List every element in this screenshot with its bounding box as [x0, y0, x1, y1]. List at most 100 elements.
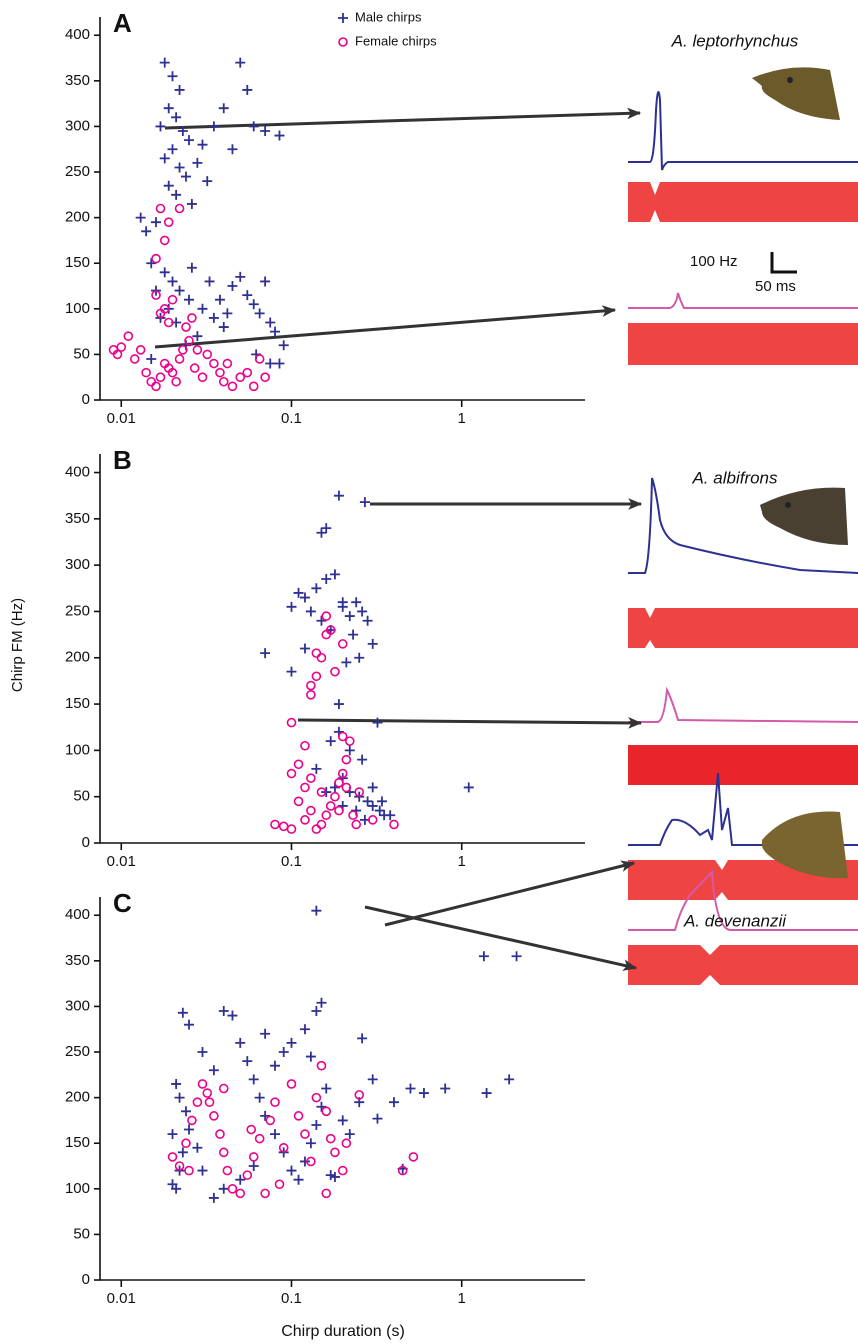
- panel-label: C: [113, 888, 132, 918]
- species-name: A. devenanzii: [683, 911, 787, 930]
- marker-plus: [167, 71, 178, 82]
- axes: [99, 897, 585, 1281]
- y-tick-label: 150: [65, 254, 90, 271]
- y-tick-label: 100: [65, 1180, 90, 1197]
- marker-circle: [227, 1184, 238, 1194]
- marker-circle: [218, 376, 229, 387]
- marker-plus: [316, 615, 327, 626]
- marker-circle: [341, 1138, 352, 1149]
- y-tick-label: 350: [65, 72, 90, 89]
- marker-circle: [155, 203, 166, 214]
- marker-circle: [367, 815, 378, 825]
- marker-plus: [186, 198, 197, 209]
- marker-plus: [286, 666, 297, 677]
- marker-plus: [180, 171, 191, 182]
- marker-plus: [367, 800, 378, 811]
- marker-plus: [299, 1024, 310, 1035]
- marker-circle: [167, 1152, 178, 1162]
- marker-plus: [151, 217, 162, 228]
- marker-plus: [316, 527, 327, 538]
- marker-circle: [181, 322, 191, 332]
- marker-plus: [388, 1097, 399, 1108]
- marker-plus: [274, 130, 285, 141]
- marker-circle: [235, 1188, 246, 1199]
- marker-circle: [306, 805, 316, 816]
- marker-circle: [146, 376, 157, 387]
- marker-plus: [316, 997, 327, 1008]
- y-tick-label: 200: [65, 1089, 90, 1106]
- marker-circle: [248, 381, 259, 392]
- marker-plus: [248, 1161, 259, 1172]
- marker-plus: [214, 294, 225, 305]
- marker-plus: [260, 1028, 271, 1039]
- marker-plus: [180, 1106, 191, 1117]
- marker-circle: [337, 768, 348, 779]
- marker-plus: [192, 1142, 203, 1153]
- marker-plus: [311, 763, 322, 774]
- marker-plus: [354, 652, 365, 663]
- marker-circle: [354, 1090, 365, 1100]
- marker-circle: [300, 782, 310, 793]
- marker-plus: [177, 1007, 188, 1018]
- marker-plus: [235, 1037, 246, 1048]
- marker-circle: [116, 342, 127, 352]
- marker-plus: [208, 1065, 219, 1076]
- marker-circle: [337, 731, 348, 742]
- panel-label: B: [113, 445, 132, 475]
- marker-plus: [367, 638, 378, 649]
- marker-circle: [316, 787, 327, 797]
- marker-circle: [306, 1156, 316, 1167]
- x-axis-label: Chirp duration (s): [281, 1323, 405, 1340]
- marker-plus: [374, 805, 385, 816]
- marker-circle: [184, 335, 194, 346]
- marker-plus: [218, 322, 229, 333]
- marker-plus: [208, 1192, 219, 1203]
- marker-circle: [163, 317, 174, 328]
- marker-circle: [171, 376, 181, 387]
- scale-label: 50 ms: [755, 278, 796, 295]
- marker-circle: [286, 717, 297, 728]
- y-tick-label: 150: [65, 1134, 90, 1151]
- marker-circle: [260, 1188, 270, 1199]
- marker-plus: [248, 299, 259, 310]
- marker-circle: [330, 666, 340, 677]
- marker-plus: [286, 601, 297, 612]
- marker-plus: [269, 1060, 280, 1071]
- panel-label: A: [113, 8, 132, 38]
- marker-plus: [278, 1047, 289, 1058]
- y-tick-label: 150: [65, 695, 90, 712]
- marker-plus: [293, 1174, 304, 1185]
- marker-plus: [159, 57, 170, 68]
- marker-circle: [215, 367, 225, 378]
- marker-circle: [181, 1138, 191, 1149]
- marker-circle: [215, 1129, 225, 1139]
- marker-plus: [177, 1147, 188, 1158]
- marker-plus: [248, 121, 259, 132]
- x-tick-label: 0.1: [281, 853, 302, 870]
- y-axis-label: Chirp FM (Hz): [9, 598, 26, 692]
- marker-plus: [227, 1010, 238, 1021]
- marker-circle: [311, 1092, 322, 1103]
- marker-plus: [351, 597, 362, 608]
- marker-plus: [171, 112, 182, 123]
- marker-plus: [329, 1171, 340, 1182]
- marker-circle: [242, 1170, 253, 1180]
- marker-circle: [209, 358, 219, 369]
- marker-plus: [372, 717, 383, 728]
- marker-circle: [178, 345, 188, 355]
- x-tick-label: 0.01: [107, 853, 136, 870]
- marker-plus: [478, 951, 489, 962]
- marker-circle: [293, 759, 304, 770]
- marker-circle: [321, 1106, 332, 1117]
- marker-circle: [337, 639, 348, 649]
- marker-circle: [167, 367, 178, 378]
- marker-circle: [341, 754, 352, 765]
- marker-plus: [344, 745, 355, 756]
- marker-plus: [218, 1005, 229, 1016]
- marker-plus: [208, 312, 219, 323]
- marker-plus: [184, 135, 195, 146]
- marker-circle: [300, 1129, 310, 1139]
- marker-plus: [325, 736, 336, 747]
- marker-circle: [187, 313, 197, 323]
- marker-circle: [306, 690, 316, 700]
